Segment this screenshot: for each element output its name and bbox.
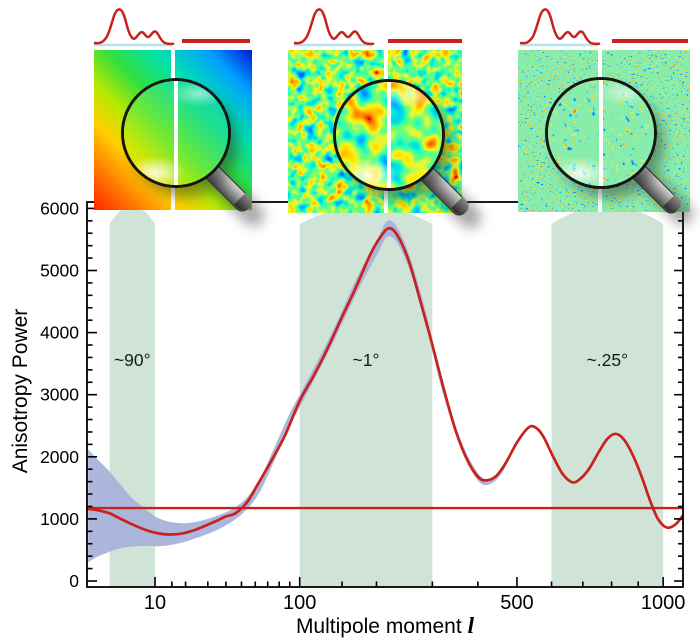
angle-band-2 [299,206,433,587]
y-tick-label: 0 [69,571,79,591]
theory-curve [88,226,685,536]
angle-band-label-1: ~90° [114,350,151,370]
spectrum-thumbnail-1 [93,8,175,47]
spectrum-thumbnail-2 [293,8,375,47]
spectrum-thumbnail-3 [519,8,601,47]
map-divider [174,81,178,185]
x-tick-label: 1000 [641,592,686,614]
mini-spectrum-curve [519,8,601,46]
sky-map-large-scales [94,50,270,232]
angular-scale-bar-1 [182,39,250,43]
angular-scale-bar-3 [612,39,688,43]
angle-band-label-3: ~.25° [587,350,629,370]
y-tick-label: 1000 [40,509,79,529]
x-axis-ticks [154,577,664,587]
map-divider [599,80,603,186]
y-tick-label: 6000 [40,198,79,218]
x-tick-label: 500 [500,592,533,614]
y-tick-label: 5000 [40,261,79,281]
x-axis-title-symbol: l [467,613,475,638]
y-tick-label: 4000 [40,323,79,343]
x-axis-title-text: Multipole moment [295,615,462,638]
sky-map-intermediate-scales [288,50,487,234]
y-axis-title: Anisotropy Power [9,308,32,474]
x-tick-label: 10 [144,592,166,614]
magnifier-lens-icon [333,79,445,191]
sky-map-small-scales [518,50,699,230]
mini-spectrum-curve [93,8,175,46]
x-axis-title: Multipole moment l [87,613,683,639]
angle-band-3 [551,206,664,587]
x-tick-label: 100 [283,592,316,614]
mini-spectrum-curve [293,8,375,46]
y-tick-label: 2000 [40,447,79,467]
angular-scale-bar-2 [388,39,462,43]
angle-band-label-2: ~1° [353,350,380,370]
map-divider [387,82,391,188]
magnifier-lens-icon [121,78,231,188]
y-tick-label: 3000 [40,385,79,405]
magnifier-lens-icon [545,77,657,189]
y-axis-ticks [87,207,683,582]
